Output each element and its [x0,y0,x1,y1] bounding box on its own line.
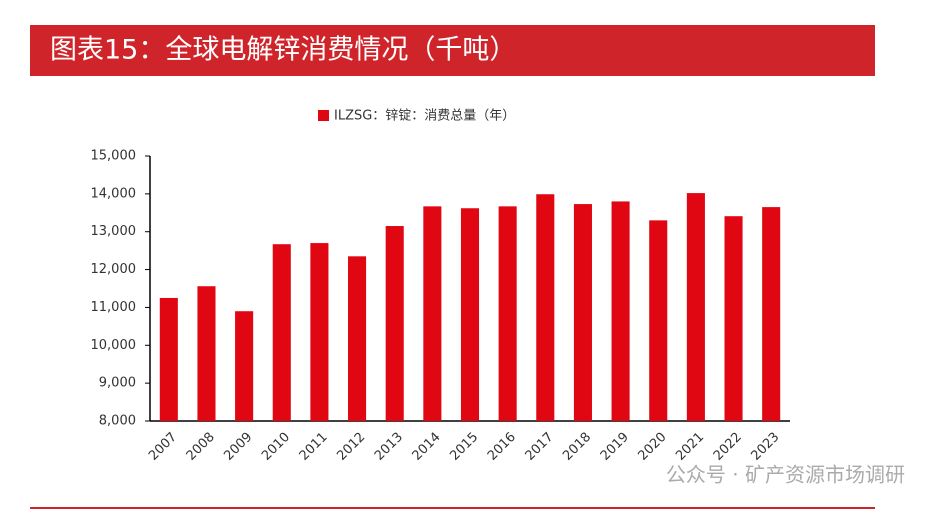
y-tick-label: 10,000 [91,338,137,353]
x-tick-label: 2017 [523,430,557,464]
x-tick-label: 2019 [598,430,632,464]
watermark: 公众号 · 矿产资源市场调研 [666,463,905,487]
bar [724,216,743,421]
bar [272,244,291,421]
bar [460,208,480,421]
y-tick-label: 14,000 [91,186,137,201]
legend-label: ILZSG：锌锭：消费总量（年） [334,109,515,124]
y-tick-label: 15,000 [91,149,137,164]
bar [686,193,705,421]
bar [573,204,592,421]
x-tick-label: 2018 [560,430,594,464]
bar [536,194,555,421]
x-tick-label: 2015 [447,430,481,464]
x-tick-label: 2012 [334,430,368,464]
x-tick-label: 2011 [297,430,331,464]
x-tick-label: 2009 [221,430,255,464]
chart-title: 图表15：全球电解锌消费情况（千吨） [50,35,516,66]
bar [423,206,442,421]
x-tick-label: 2008 [184,430,218,464]
y-tick-label: 13,000 [91,224,137,239]
bar [348,256,367,421]
bar [385,226,404,421]
y-tick-label: 11,000 [91,300,137,315]
x-tick-label: 2014 [410,430,444,464]
legend-swatch [318,110,329,121]
bar [649,220,668,421]
x-tick-label: 2007 [146,430,180,464]
bar [310,243,329,421]
x-tick-label: 2022 [711,430,745,464]
x-tick-label: 2010 [259,430,293,464]
y-tick-label: 8,000 [99,414,136,429]
bar [762,207,781,421]
x-tick-label: 2013 [372,430,406,464]
x-tick-label: 2021 [673,430,707,464]
y-tick-label: 9,000 [99,376,136,391]
y-tick-label: 12,000 [91,262,137,277]
x-tick-label: 2016 [485,430,519,464]
title-banner [30,25,875,76]
bar [498,206,517,421]
x-tick-label: 2020 [636,430,670,464]
bar [235,311,254,421]
bar [197,286,216,421]
bar [611,201,630,421]
x-tick-label: 2023 [748,430,782,464]
bar [159,297,178,421]
